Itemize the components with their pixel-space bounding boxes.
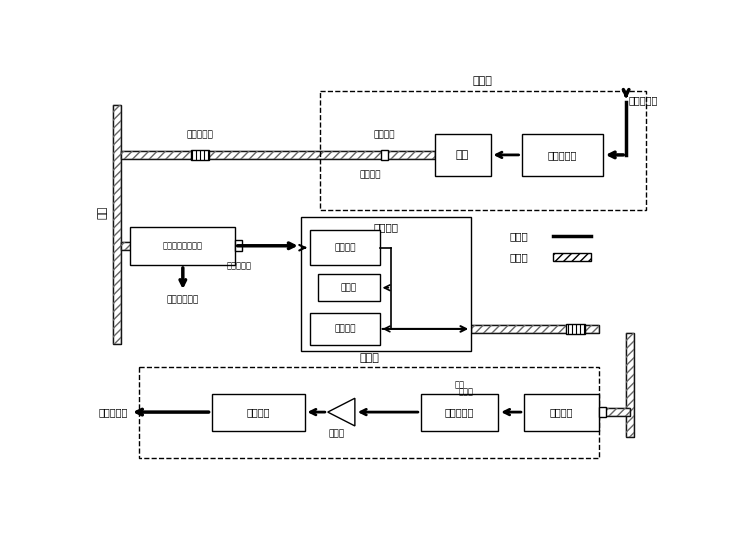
Bar bbox=[121, 151, 388, 159]
Bar bbox=[387, 151, 436, 159]
Bar bbox=[310, 231, 379, 265]
Text: 光纤连接盒: 光纤连接盒 bbox=[186, 131, 213, 139]
Bar bbox=[471, 325, 599, 333]
Text: 光源: 光源 bbox=[456, 150, 469, 160]
Bar bbox=[113, 105, 121, 343]
Text: 电信号输出: 电信号输出 bbox=[99, 407, 128, 417]
Bar bbox=[300, 217, 471, 351]
Text: 放大器: 放大器 bbox=[329, 429, 345, 438]
Text: 电处理: 电处理 bbox=[341, 283, 357, 292]
Text: 光信号: 光信号 bbox=[510, 252, 529, 262]
Bar bbox=[318, 274, 379, 301]
Bar bbox=[599, 408, 630, 416]
Bar bbox=[471, 325, 599, 333]
Bar bbox=[524, 394, 599, 431]
Bar bbox=[626, 333, 634, 437]
Bar bbox=[435, 134, 491, 176]
Bar bbox=[211, 394, 305, 431]
Text: 信号恢复: 信号恢复 bbox=[246, 407, 270, 417]
Bar bbox=[191, 149, 209, 160]
Bar bbox=[130, 227, 235, 265]
Bar bbox=[421, 394, 499, 431]
Text: 光放大器: 光放大器 bbox=[334, 243, 355, 252]
Text: 光发射器: 光发射器 bbox=[334, 325, 355, 333]
Text: 隔离装置备份: 隔离装置备份 bbox=[167, 296, 199, 305]
Text: 电流驱动器: 电流驱动器 bbox=[548, 150, 577, 160]
Text: 检测器: 检测器 bbox=[458, 387, 473, 396]
Text: 光纤: 光纤 bbox=[455, 380, 464, 389]
Text: 再生中心: 再生中心 bbox=[374, 223, 398, 233]
Polygon shape bbox=[327, 398, 355, 426]
Bar bbox=[121, 151, 388, 159]
Bar bbox=[113, 105, 121, 343]
Text: 光调制器: 光调制器 bbox=[374, 131, 395, 139]
Bar bbox=[310, 313, 379, 345]
Text: 电信号: 电信号 bbox=[510, 231, 529, 241]
Text: 光放大器: 光放大器 bbox=[550, 407, 573, 417]
Text: 光缆: 光缆 bbox=[97, 206, 107, 220]
Bar bbox=[521, 134, 603, 176]
Bar bbox=[381, 149, 388, 160]
Bar bbox=[567, 324, 585, 335]
Text: 光纤连接盒: 光纤连接盒 bbox=[226, 261, 251, 270]
Bar bbox=[599, 408, 630, 416]
Text: 光合波器和分波器: 光合波器和分波器 bbox=[162, 241, 202, 251]
Text: 光纤耦合器: 光纤耦合器 bbox=[444, 407, 474, 417]
Bar bbox=[121, 242, 241, 249]
Text: 接收端: 接收端 bbox=[359, 353, 379, 363]
Bar bbox=[387, 151, 436, 159]
Text: 光耦合器: 光耦合器 bbox=[360, 170, 381, 179]
Bar bbox=[553, 253, 591, 261]
Text: 发送端: 发送端 bbox=[473, 76, 493, 86]
Bar bbox=[320, 91, 645, 210]
Text: 电信号输入: 电信号输入 bbox=[629, 95, 658, 105]
Bar bbox=[140, 367, 599, 457]
Bar bbox=[599, 406, 606, 418]
Bar bbox=[626, 333, 634, 437]
Bar bbox=[121, 242, 241, 249]
Bar bbox=[235, 241, 242, 251]
